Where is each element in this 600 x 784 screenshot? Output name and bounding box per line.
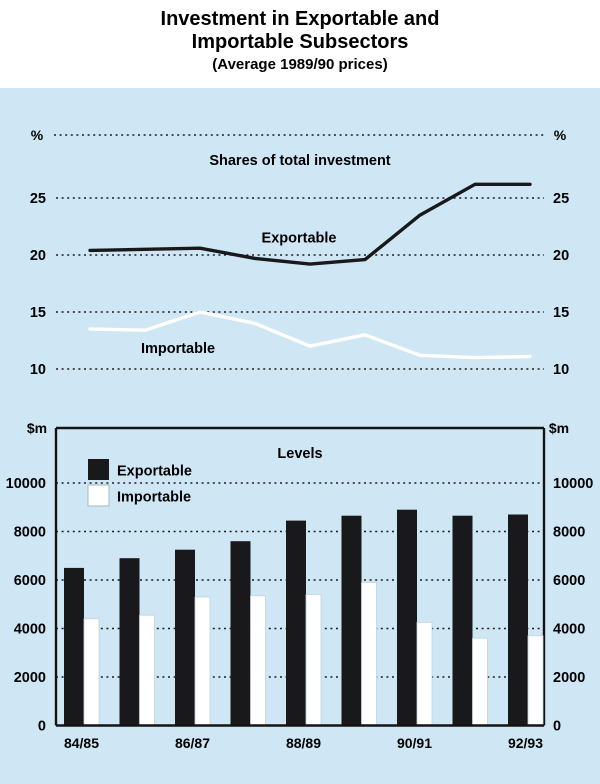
chart-title-line1: Investment in Exportable and bbox=[160, 8, 440, 30]
bar-exportable-85-86 bbox=[119, 558, 140, 726]
percent-unit-left: % bbox=[31, 127, 44, 143]
y-tick-left-0: 0 bbox=[38, 719, 46, 735]
bar-importable-90-91 bbox=[416, 622, 433, 726]
percent-unit-right: % bbox=[554, 127, 567, 143]
series-label-exportable: Exportable bbox=[262, 230, 337, 246]
legend-swatch-exportable bbox=[88, 459, 109, 480]
chart-panel: %% Shares of total investment 10 10 15 15 20 20… bbox=[0, 88, 600, 784]
bar-importable-91-92 bbox=[472, 637, 488, 726]
line-series-importable bbox=[88, 310, 532, 360]
y-tick-left-10000: 10000 bbox=[6, 476, 46, 492]
legend-swatch-importable bbox=[87, 484, 110, 507]
line-chart-title: Shares of total investment bbox=[209, 153, 390, 169]
y-tick-right-4000: 4000 bbox=[553, 622, 585, 638]
bar-importable-89-90 bbox=[361, 581, 377, 726]
x-tick-label-92-93: 92/93 bbox=[508, 735, 543, 751]
series-label-importable: Importable bbox=[141, 341, 215, 357]
line-series-exportable bbox=[88, 182, 532, 266]
y-tick-left-4000: 4000 bbox=[14, 622, 46, 638]
y-tick-right-6000: 6000 bbox=[553, 573, 585, 589]
legend-label-exportable: Exportable bbox=[117, 464, 192, 480]
chart-title-line2: Importable Subsectors bbox=[191, 31, 409, 53]
chart-title: Investment in Exportable and Importable … bbox=[0, 0, 600, 54]
y-tick-right-10000: 10000 bbox=[553, 476, 593, 492]
y-tick-right-15pct: 15 bbox=[553, 305, 569, 321]
legend-label-importable: Importable bbox=[117, 490, 191, 506]
bar-importable-87-88 bbox=[250, 595, 266, 726]
figure-header: Investment in Exportable and Importable … bbox=[0, 0, 600, 88]
bar-exportable-90-91 bbox=[397, 509, 417, 726]
x-tick-label-90-91: 90/91 bbox=[397, 735, 432, 751]
bar-importable-92-93 bbox=[527, 635, 544, 726]
y-tick-right-10pct: 10 bbox=[553, 362, 569, 378]
y-tick-right-2000: 2000 bbox=[553, 670, 585, 686]
dollar-unit-left: $m bbox=[27, 420, 47, 436]
bar-exportable-86-87 bbox=[175, 549, 195, 726]
dollar-unit-right: $m bbox=[549, 420, 569, 436]
bar-importable-85-86 bbox=[139, 614, 155, 726]
bar-exportable-87-88 bbox=[230, 541, 251, 726]
y-tick-right-0: 0 bbox=[553, 719, 561, 735]
bar-importable-88-89 bbox=[305, 594, 322, 726]
x-tick-label-88-89: 88/89 bbox=[286, 735, 321, 751]
y-tick-left-10pct: 10 bbox=[30, 362, 46, 378]
charts-canvas: % % Shares of total investment 10 10 15 15 20 20… bbox=[6, 127, 594, 751]
y-tick-left-8000: 8000 bbox=[14, 525, 46, 541]
chart-subtitle: (Average 1989/90 prices) bbox=[212, 56, 388, 73]
bar-exportable-84-85 bbox=[64, 567, 84, 726]
y-tick-left-15pct: 15 bbox=[30, 305, 46, 321]
bar-exportable-88-89 bbox=[286, 520, 306, 726]
bar-exportable-92-93 bbox=[508, 514, 528, 726]
bar-importable-84-85 bbox=[83, 618, 100, 726]
bar-chart-title: Levels bbox=[277, 446, 322, 462]
x-tick-label-86-87: 86/87 bbox=[175, 735, 210, 751]
y-tick-left-20pct: 20 bbox=[30, 248, 46, 264]
y-tick-right-25pct: 25 bbox=[553, 191, 569, 207]
y-tick-right-20pct: 20 bbox=[553, 248, 569, 264]
y-tick-left-2000: 2000 bbox=[14, 670, 46, 686]
y-tick-right-8000: 8000 bbox=[553, 525, 585, 541]
y-tick-left-25pct: 25 bbox=[30, 191, 46, 207]
bar-exportable-89-90 bbox=[341, 515, 362, 726]
y-tick-left-6000: 6000 bbox=[14, 573, 46, 589]
x-tick-label-84-85: 84/85 bbox=[64, 735, 99, 751]
bar-importable-86-87 bbox=[194, 596, 211, 726]
bar-exportable-91-92 bbox=[452, 515, 473, 726]
